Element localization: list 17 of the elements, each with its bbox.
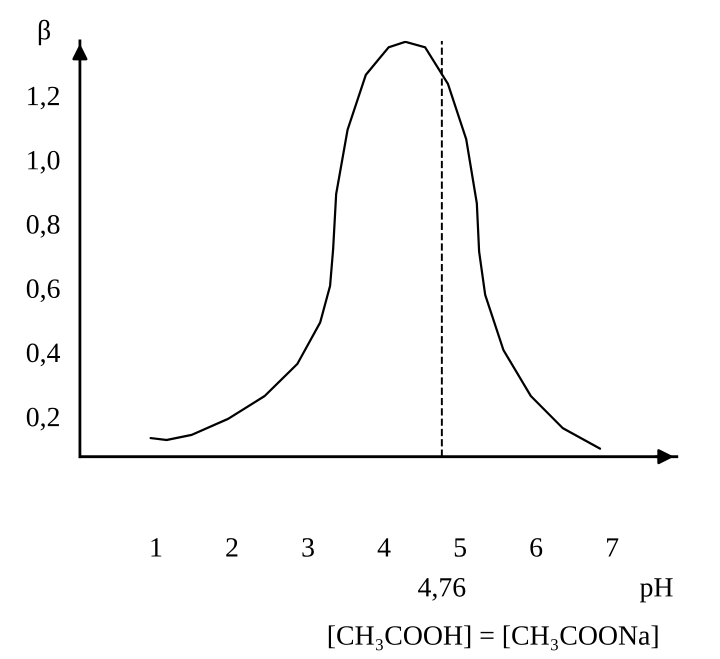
ref-line-label: 4,76 [418,578,466,601]
y-tick-label: 0,8 [26,215,60,238]
y-tick-label: 0,4 [26,343,60,366]
x-tick-label: 1 [151,538,162,557]
x-tick-label: 2 [226,538,238,557]
y-tick-label: 1,2 [28,86,59,110]
x-tick-label: 7 [607,538,618,557]
y-tick-label: 1,0 [28,150,60,174]
x-axis-title: pH [640,578,673,602]
x-tick-label: 3 [302,538,314,557]
x-tick-label: 5 [454,538,466,557]
y-tick-label: 0,2 [26,408,59,430]
x-tick-label: 6 [530,538,542,557]
y-tick-label: 0,6 [26,279,60,302]
x-tick-label: 4 [378,538,391,557]
text: [CH₃COOH] = [CH₃COONa] [328,625,658,650]
y-axis-title: β [38,20,50,46]
